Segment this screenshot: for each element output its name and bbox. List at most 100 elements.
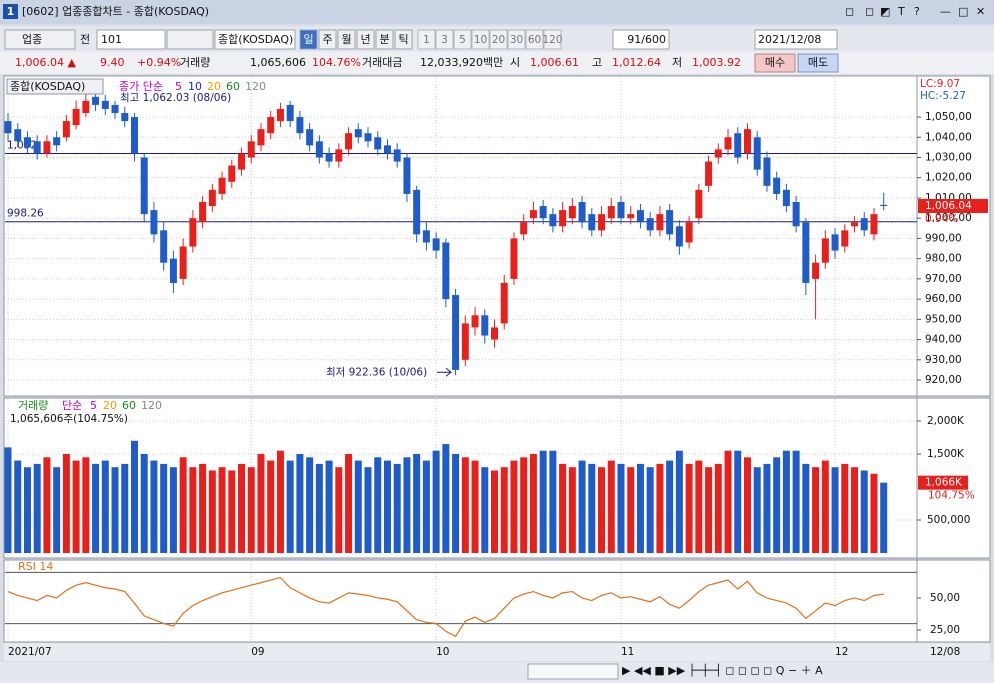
candle-body [685,222,693,243]
volume-bar [14,460,22,553]
candle-body [666,210,674,235]
quote-vol-pct: 104.76% [312,56,361,69]
win-btn[interactable]: ◩ [880,5,890,18]
period-btn[interactable] [318,29,337,50]
volume-bar [238,463,246,553]
volume-bar [831,467,839,553]
title-bar [0,0,994,24]
win-btn[interactable]: ◻ [845,5,854,18]
candle-body [598,214,606,231]
ref-label: 998.26 [7,208,44,220]
low-arrow [437,367,452,377]
win-btn[interactable]: ? [914,5,920,18]
volume-bar [773,457,781,553]
last-price-tag [918,198,988,213]
candle-body [393,149,401,162]
interval-btn[interactable] [453,29,472,50]
candle-body [442,242,450,300]
interval-btn[interactable] [417,29,436,50]
volume-bar [413,453,421,553]
volume-bar [383,460,391,553]
candle-body [315,141,323,158]
volume-bar [335,467,343,553]
period-btn[interactable] [299,29,318,50]
volume-bar [160,463,168,553]
y-tick-label: 990,00 [925,232,962,244]
x-tick-label: 09 [251,646,264,658]
hc-label: HC:-5.27 [920,90,966,102]
interval-btn[interactable] [525,29,544,50]
period-btn[interactable] [356,29,375,50]
candle-body [286,104,294,122]
index-name: 종합(KOSDAQ) [218,33,293,46]
volume-bar [189,467,197,553]
candle-body [364,133,372,142]
interval-label: 10 [474,34,487,46]
candle-body [247,141,255,158]
candle-body [208,189,216,207]
win-btn[interactable]: ◻ [865,5,874,18]
window-buttons[interactable]: ◻ ◻ ◩ T ? — □ ✕ [845,5,985,18]
candle-body [383,145,391,154]
scrollbar[interactable] [527,663,619,680]
count: 91/600 [627,33,666,46]
volume-bar [111,467,119,553]
volume-bar [666,460,674,553]
period-btn[interactable] [337,29,356,50]
interval-btn[interactable] [507,29,526,50]
y-tick-label: 500,000 [927,514,970,526]
candle-body [228,165,236,182]
quote-pct: +0.94% [137,56,181,69]
interval-btn[interactable] [471,29,490,50]
date-box[interactable] [754,29,838,50]
nav-buttons[interactable]: ▶ ◀◀ ■ ▶▶ ├─┼─┤ ◻ ◻ ◻ ◻ Q − ＋ A [622,663,823,677]
volume-bar [43,457,51,553]
candle-body [82,100,90,113]
period-btn[interactable] [394,29,413,50]
interval-btn[interactable] [489,29,508,50]
interval-label: 5 [459,34,466,46]
candle-body [160,230,168,263]
win-btn[interactable]: ✕ [976,5,985,18]
interval-btn[interactable] [543,29,562,50]
volume-bar [452,453,460,553]
volume-bar [374,457,382,553]
panel-title: 종합(KOSDAQ) [10,80,85,93]
volume-bar [403,457,411,553]
volume-bar [588,463,596,553]
volume-bar [150,460,158,553]
volume-bar [743,457,751,553]
market-select[interactable] [4,29,76,50]
sell-btn[interactable] [797,53,839,73]
candle-body [529,210,537,219]
candle-body [491,327,498,340]
volume-bar [23,467,31,553]
win-btn[interactable]: □ [958,5,968,18]
volume-bar [685,463,693,553]
period-btn[interactable] [375,29,394,50]
volume-bar [559,463,567,553]
x-tick-label: 2021/07 [8,646,52,658]
lc-label: LC:9.07 [920,78,960,90]
volume-bar [520,457,528,553]
search-btn[interactable] [166,29,214,50]
win-btn[interactable]: — [940,5,951,18]
volume-bar [130,440,138,553]
candle-body [481,315,489,336]
volume-bar [442,444,450,553]
code-input[interactable] [96,29,166,50]
candle-body [422,230,430,243]
volume-bar [82,457,90,553]
y-tick-label: 50,00 [930,592,960,604]
y-tick-label: 1,500K [927,448,965,460]
win-btn[interactable]: T [897,5,905,18]
candle-body [130,117,138,154]
candle-body [4,121,12,134]
interval-btn[interactable] [435,29,454,50]
buy-btn[interactable] [754,53,796,73]
volume-bar [821,460,829,553]
volume-bar [812,467,820,553]
y-tick-label: 1,040,00 [925,131,972,143]
candle-body [374,137,382,150]
